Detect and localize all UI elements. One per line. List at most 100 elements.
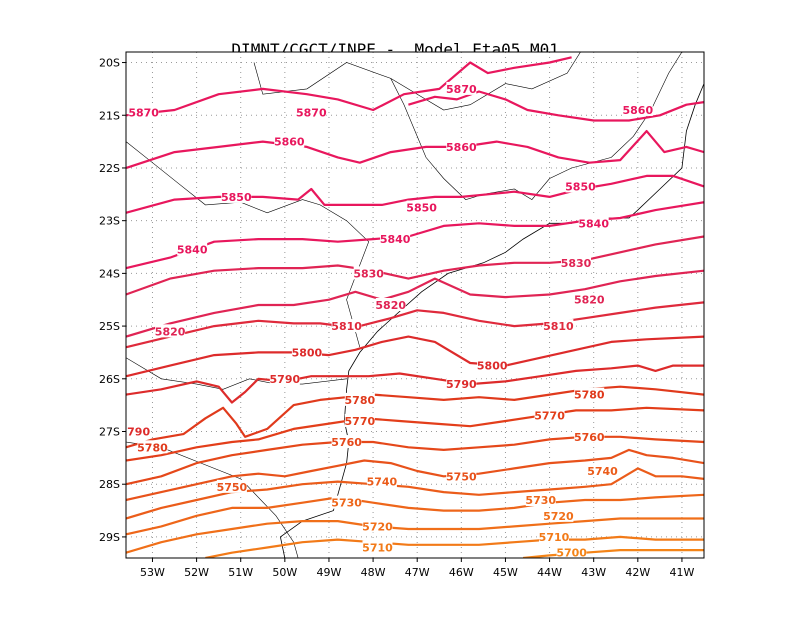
contour-line-5730 [126, 493, 704, 536]
contour-label: 5830 [353, 267, 384, 280]
contour-label: 5810 [543, 320, 574, 333]
contour-line-5700 [522, 549, 704, 558]
contour-label-bg [274, 134, 305, 148]
contour-label-bg [126, 424, 150, 438]
lon-tick-label: 44W [537, 566, 562, 579]
contour-label-bg [622, 102, 653, 116]
lon-tick-label: 50W [272, 566, 297, 579]
lon-tick-label: 46W [449, 566, 474, 579]
contour-label-bg [574, 429, 605, 443]
contour-label-bg [578, 216, 609, 230]
contour-label-bg [296, 105, 327, 119]
lat-tick-label: 29S [99, 531, 120, 544]
contour-label-bg [344, 413, 375, 427]
contour-line-5850 [126, 174, 704, 214]
contour-label: 5790 [446, 378, 477, 391]
contour-label: 5770 [345, 415, 376, 428]
lon-tick-label: 49W [317, 566, 342, 579]
contour-label: 5860 [274, 136, 305, 149]
contour-label-bg [446, 469, 477, 483]
contour-label: 5760 [331, 436, 362, 449]
contour-label: 5750 [446, 470, 477, 483]
contour-line-5790 [126, 364, 704, 404]
state-border [126, 141, 370, 348]
contour-label: 5840 [578, 217, 609, 230]
lon-tick-label: 43W [581, 566, 606, 579]
contour-labels: 5870 5870 5870 5860 5860 5860 5850 5850 5850 5840… [120, 81, 653, 560]
contour-label: 5860 [446, 141, 477, 154]
contour-label: 5830 [561, 257, 592, 270]
lon-tick-label: 42W [625, 566, 650, 579]
contour-label: 5820 [155, 325, 186, 338]
contour-label-bg [406, 200, 437, 214]
contour-label-bg [362, 519, 393, 533]
contour-label: 5780 [574, 389, 605, 402]
contour-label: 5810 [331, 320, 362, 333]
lat-tick-label: 23S [99, 215, 120, 228]
contour-label: 5720 [362, 520, 393, 533]
contour-label-bg [525, 493, 556, 507]
contour-line-5870 [126, 56, 572, 117]
lon-tick-label: 52W [184, 566, 209, 579]
contour-label: 5840 [177, 244, 208, 257]
contour-label-bg [543, 508, 574, 522]
contour-label-bg [353, 266, 384, 280]
lat-tick-label: 21S [99, 109, 120, 122]
contour-label-bg [446, 139, 477, 153]
contour-label: 5730 [525, 494, 556, 507]
contour-label: 5850 [221, 191, 252, 204]
height-contours [126, 56, 704, 558]
contour-label: 5870 [446, 83, 477, 96]
contour-label-bg [565, 179, 596, 193]
contour-label-bg [561, 255, 592, 269]
contour-label-bg [534, 408, 565, 422]
lon-tick-label: 48W [361, 566, 386, 579]
contour-label-bg [543, 319, 574, 333]
lon-tick-label: 41W [670, 566, 695, 579]
contour-label-bg [177, 242, 208, 256]
contour-label-bg [331, 435, 362, 449]
lat-tick-label: 22S [99, 162, 120, 175]
contour-label-bg [574, 292, 605, 306]
contour-label-bg [155, 324, 186, 338]
lon-tick-label: 47W [405, 566, 430, 579]
contour-label: 5820 [574, 294, 605, 307]
lon-tick-label: 45W [493, 566, 518, 579]
contour-label: 5870 [128, 107, 159, 120]
contour-label: 5790 [270, 373, 301, 386]
contour-line-5800 [126, 335, 704, 378]
contour-label: 5730 [331, 497, 362, 510]
contour-label-bg [587, 464, 618, 478]
contour-line-5810 [126, 301, 704, 349]
contour-label-bg [221, 189, 252, 203]
contour-label-bg [137, 440, 168, 454]
contour-label: 5770 [534, 410, 565, 423]
contour-label-bg [331, 319, 362, 333]
contour-label: 5850 [565, 180, 596, 193]
lat-tick-label: 27S [99, 426, 120, 439]
contour-label-bg [380, 232, 411, 246]
contour-label-bg [446, 377, 477, 391]
contour-label: 5790 [120, 426, 151, 439]
contour-label-bg [366, 474, 397, 488]
contour-label: 5700 [556, 547, 587, 560]
contour-line-5870 [408, 90, 704, 122]
contour-label: 5820 [375, 299, 406, 312]
contour-label-bg [362, 540, 393, 554]
contour-label: 5780 [137, 441, 168, 454]
lon-tick-label: 51W [228, 566, 253, 579]
lat-tick-label: 25S [99, 320, 120, 333]
contour-line-5720 [126, 517, 704, 554]
lon-tick-label: 53W [140, 566, 165, 579]
contour-label-bg [477, 358, 508, 372]
contour-line-5770 [126, 406, 704, 462]
lat-tick-label: 28S [99, 478, 120, 491]
contour-label: 5740 [367, 476, 398, 489]
contour-label: 5740 [587, 465, 618, 478]
contour-line-5820 [126, 269, 704, 338]
lat-tick-label: 26S [99, 373, 120, 386]
contour-label-bg [344, 392, 375, 406]
coastline [279, 83, 704, 558]
axis-ticks: 53W 52W 51W 50W 49W 48W 47W 46W 45W 44W 43W 42W 41W 2… [99, 57, 694, 579]
contour-label-bg [538, 529, 569, 543]
